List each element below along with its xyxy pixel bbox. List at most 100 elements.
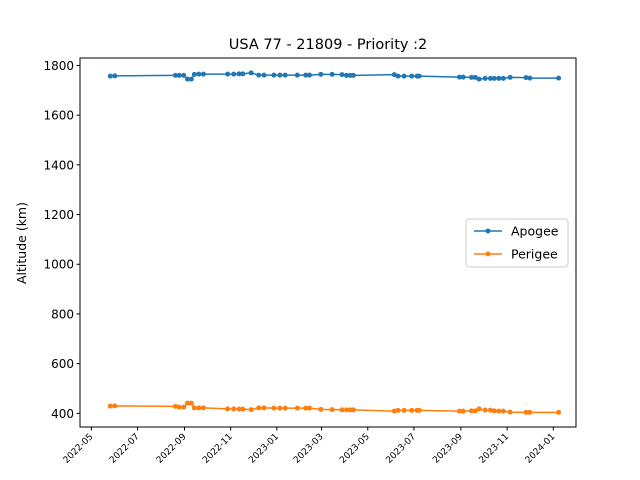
perigee-point [191, 405, 197, 411]
perigee-point [306, 405, 312, 411]
perigee-point [556, 409, 562, 415]
apogee-point [507, 74, 513, 80]
apogee-point [350, 72, 356, 78]
y-tick-label: 800 [51, 307, 74, 321]
apogee-point [200, 71, 206, 77]
apogee-point [344, 72, 350, 78]
perigee-point [329, 407, 335, 413]
apogee-point [482, 75, 488, 81]
apogee-point [248, 70, 254, 76]
apogee-point [329, 71, 335, 77]
perigee-point [277, 405, 283, 411]
perigee-point [196, 405, 202, 411]
apogee-point [500, 75, 506, 81]
series-layer [107, 70, 562, 415]
apogee-point [271, 72, 277, 78]
y-tick-label: 1600 [43, 109, 74, 123]
perigee-point [181, 404, 187, 410]
apogee-point [391, 72, 397, 78]
perigee-point [401, 407, 407, 413]
y-tick-label: 1200 [43, 208, 74, 222]
perigee-point [409, 407, 415, 413]
apogee-point [176, 72, 182, 78]
apogee-point [487, 75, 493, 81]
apogee-point [172, 72, 178, 78]
legend-marker-perigee [485, 251, 491, 257]
perigee-point [172, 403, 178, 409]
plot-frame [79, 57, 577, 428]
perigee-point [261, 405, 267, 411]
y-tick-label: 400 [51, 407, 74, 421]
apogee-point [476, 76, 482, 82]
apogee-point [261, 72, 267, 78]
perigee-point [176, 404, 182, 410]
perigee-point [339, 407, 345, 413]
apogee-point [225, 71, 231, 77]
legend: Apogee Perigee [465, 218, 569, 268]
apogee-point [277, 72, 283, 78]
apogee-point [256, 72, 262, 78]
apogee-point [395, 73, 401, 79]
perigee-point [507, 409, 513, 415]
perigee-point [282, 405, 288, 411]
y-axis-label: Altitude (km) [14, 202, 29, 284]
apogee-point [112, 73, 118, 79]
perigee-point [256, 405, 262, 411]
apogee-point [282, 72, 288, 78]
perigee-point [469, 408, 474, 414]
perigee-point [487, 407, 493, 413]
apogee-point [460, 74, 466, 80]
perigee-point [344, 407, 350, 413]
perigee-point [236, 406, 242, 412]
apogee-point [472, 74, 478, 80]
apogee-point [469, 74, 474, 80]
perigee-point [491, 408, 497, 414]
perigee-point [496, 408, 502, 414]
perigee-point [112, 403, 118, 409]
apogee-point [181, 72, 187, 78]
perigee-point [231, 406, 237, 412]
perigee-point [391, 408, 397, 414]
apogee-point [491, 75, 497, 81]
apogee-point [339, 72, 345, 78]
apogee-point [456, 74, 462, 80]
y-axis: 400 600 800 1000 1200 1400 1600 1800 [43, 59, 80, 421]
perigee-point [527, 409, 533, 415]
apogee-point [107, 73, 113, 79]
apogee-point [303, 72, 309, 78]
perigee-point [185, 400, 191, 406]
perigee-point [294, 405, 300, 411]
perigee-point [107, 403, 113, 409]
apogee-point [409, 73, 415, 79]
perigee-point [200, 405, 206, 411]
perigee-point [472, 408, 478, 414]
chart-title: USA 77 - 21809 - Priority :2 [229, 37, 427, 53]
apogee-point [556, 75, 562, 81]
apogee-point [523, 75, 529, 81]
apogee-point [306, 72, 312, 78]
y-tick-label: 1400 [43, 158, 74, 172]
perigee-point [395, 407, 401, 413]
apogee-point [496, 75, 502, 81]
apogee-point [231, 71, 237, 77]
perigee-point [500, 408, 506, 414]
perigee-point [303, 405, 309, 411]
apogee-point [401, 73, 407, 79]
perigee-point [188, 400, 194, 406]
apogee-point [240, 71, 246, 77]
legend-label-perigee: Perigee [511, 247, 558, 262]
perigee-point [456, 408, 462, 414]
apogee-point [185, 76, 191, 82]
perigee-point [350, 407, 356, 413]
perigee-point [476, 406, 482, 412]
apogee-point [416, 73, 422, 79]
perigee-point [460, 408, 466, 414]
apogee-point [527, 75, 533, 81]
perigee-point [523, 409, 529, 415]
perigee-point [240, 406, 246, 412]
perigee-point [271, 405, 277, 411]
legend-marker-apogee [485, 228, 491, 234]
y-tick-label: 1800 [43, 59, 74, 73]
apogee-point [188, 76, 194, 82]
